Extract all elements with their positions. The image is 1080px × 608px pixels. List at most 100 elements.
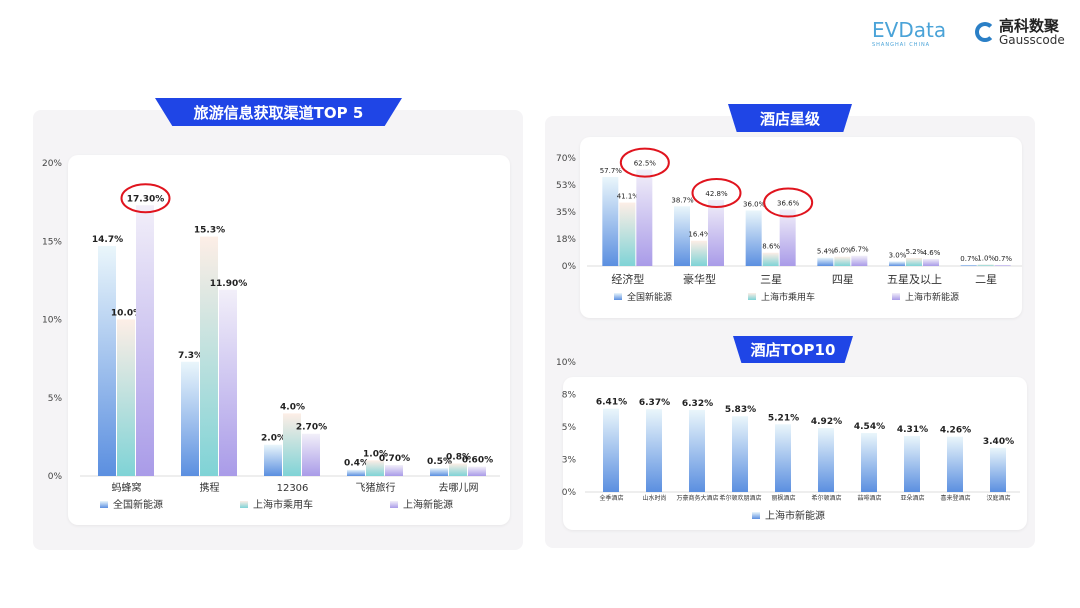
x-tick-label: 希尔顿欢朋酒店 [719,494,761,502]
data-label: 11.90% [210,279,248,289]
bar [851,255,868,266]
x-tick-label: 去哪儿网 [439,482,479,494]
bar [817,257,834,266]
legend-label: 上海市新能源 [765,509,825,522]
x-tick-label: 豪华型 [683,272,716,286]
bar [302,433,320,476]
legend-label: 上海市乘用车 [761,291,815,303]
legend-label: 上海市新能源 [905,291,959,303]
y-tick-label: 18% [556,235,576,245]
x-tick-label: 五星及以上 [887,273,942,286]
y-tick-label: 8% [562,391,577,401]
card-hotel-star [580,137,1022,318]
legend-label: 全国新能源 [627,291,672,303]
data-label: 0.4% [344,459,369,469]
data-label: 3.40% [983,437,1014,447]
bar [468,466,486,476]
legend-swatch [100,501,108,508]
data-label: 36.6% [777,200,800,208]
data-label: 0.7% [994,255,1012,263]
gauss-cn: 高科数聚 [999,17,1060,35]
data-label: 0.8% [446,452,471,462]
data-label: 3.0% [889,251,907,259]
data-label: 14.7% [92,235,123,245]
x-tick-label: 希尔顿酒店 [811,494,841,502]
y-tick-label: 0% [48,472,63,482]
bar [762,252,779,266]
bar [430,468,448,476]
data-label: 5.21% [768,413,799,423]
bar [947,436,963,492]
bar [994,264,1011,266]
x-tick-label: 二星 [975,273,997,286]
bar [990,447,1006,492]
data-label: 0.60% [462,456,493,466]
legend-swatch [614,293,622,300]
x-tick-label: 万豪商务大酒店 [676,494,718,502]
x-tick-label: 经济型 [611,272,644,286]
data-label: 6.41% [596,398,627,408]
x-tick-label: 全季酒店 [599,494,623,502]
x-tick-label: 飞猪旅行 [356,481,396,494]
bar [366,460,384,476]
data-label: 15.3% [194,226,225,236]
highlight-circle [120,183,171,214]
data-label: 6.32% [682,399,713,409]
bar [906,257,922,266]
bar [117,319,135,476]
data-label: 6.7% [851,246,869,254]
data-label: 10.0% [111,309,142,319]
evdata-text: EVData [872,18,947,42]
y-tick-label: 20% [42,159,62,169]
legend-label: 全国新能源 [113,498,163,511]
x-tick-label: 丽枫酒店 [771,494,795,502]
legend-swatch [240,501,248,508]
y-tick-label: 5% [562,423,577,433]
data-label: 4.26% [940,426,971,436]
bar [385,465,403,476]
x-tick-label: 12306 [277,483,309,494]
title-channel: 旅游信息获取渠道TOP 5 [155,98,402,126]
data-label: 5.83% [725,405,756,415]
data-label: 7.3% [178,351,203,361]
legend-label: 上海新能源 [403,498,453,511]
gauss-en: Gausscode [999,33,1065,47]
bar [977,264,994,266]
data-label: 62.5% [634,160,657,168]
bar [689,409,705,492]
data-label: 38.7% [671,196,694,204]
y-tick-label: 10% [42,316,62,326]
legend-swatch [390,501,398,508]
gausscode-logo-icon [975,22,995,42]
bar [691,240,707,266]
evdata-sub: SHANGHAI CHINA [872,42,931,48]
data-label: 36.0% [743,200,766,208]
logo-evdata: EVData SHANGHAI CHINA [872,18,946,48]
title-hotel-top10: 酒店TOP10 [733,336,853,363]
bar [602,176,619,266]
x-tick-label: 亚朵酒店 [900,494,924,502]
data-label: 5.2% [906,248,924,256]
bar [861,432,877,492]
data-label: 1.0% [363,449,388,459]
x-tick-label: 携程 [200,481,220,494]
data-label: 6.0% [834,247,852,255]
x-tick-label: 喆啡酒店 [857,494,881,502]
x-tick-label: 汉庭酒店 [986,494,1010,502]
data-label: 4.31% [897,425,928,435]
y-tick-label: 3% [562,456,577,466]
bar [181,361,199,476]
bar [347,469,365,476]
bar [264,444,282,476]
bar [98,245,116,476]
y-tick-label: 15% [42,237,62,247]
legend-swatch [892,293,900,300]
data-label: 0.7% [960,255,978,263]
bar [732,416,748,492]
highlight-circle [763,187,814,218]
data-label: 41.1% [617,193,640,201]
y-tick-label: 10% [556,358,576,368]
bar [960,264,977,266]
data-label: 42.8% [705,190,728,198]
